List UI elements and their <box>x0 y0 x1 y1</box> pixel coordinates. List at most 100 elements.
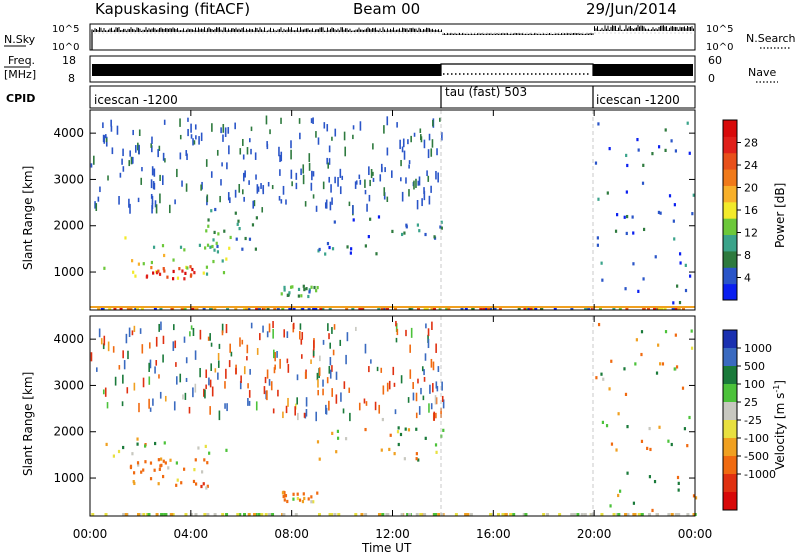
cpid-segment-1: icescan -1200 <box>94 93 178 107</box>
echo-cell <box>657 145 661 149</box>
echo-cell <box>655 371 659 375</box>
echo-cell <box>369 217 372 221</box>
sparse-echo-cell <box>240 375 242 383</box>
echo-cell <box>283 491 286 495</box>
echo-cell <box>166 275 169 279</box>
echo-cell <box>117 449 121 454</box>
echo-cell <box>238 226 241 231</box>
echo-cell <box>162 459 165 463</box>
sparse-echo-cell <box>153 168 156 177</box>
sparse-echo-cell <box>308 162 311 171</box>
power-y-axis-label: Slant Range [km] <box>21 166 35 270</box>
sparse-echo-cell <box>427 149 430 159</box>
ground-scatter-cell <box>282 513 286 516</box>
echo-cell <box>286 499 289 504</box>
sparse-echo-cell <box>278 146 280 157</box>
echo-cell <box>683 427 687 431</box>
sparse-echo-cell <box>327 323 329 332</box>
echo-cell <box>204 444 207 449</box>
echo-cell <box>214 207 217 212</box>
echo-cell <box>235 237 238 241</box>
range-tick-label: 3000 <box>53 172 84 186</box>
echo-cell <box>217 232 220 236</box>
sparse-echo-cell <box>296 397 298 405</box>
echo-cell <box>308 288 311 292</box>
echo-cell <box>391 229 394 234</box>
sparse-echo-cell <box>272 408 275 414</box>
sparse-echo-cell <box>323 122 326 129</box>
echo-cell <box>152 271 155 275</box>
range-tick-label: 1000 <box>53 471 84 485</box>
sparse-echo-cell <box>207 336 210 341</box>
sparse-echo-cell <box>193 140 196 145</box>
echo-cell <box>197 446 200 450</box>
ground-scatter-cell <box>438 307 442 310</box>
sparse-echo-cell <box>246 356 248 361</box>
ground-scatter-cell <box>584 307 588 310</box>
ground-scatter-cell <box>358 307 362 310</box>
ground-scatter-cell <box>464 513 468 516</box>
sparse-echo-cell <box>128 198 130 208</box>
echo-cell <box>137 463 140 467</box>
echo-cell <box>654 255 657 259</box>
sparse-echo-cell <box>210 171 213 178</box>
echo-cell <box>205 265 209 269</box>
sparse-echo-cell <box>297 412 299 421</box>
sparse-echo-cell <box>364 189 367 195</box>
echo-cell <box>316 491 319 495</box>
ground-scatter-cell <box>189 513 193 516</box>
echo-cell <box>200 484 203 489</box>
sparse-echo-cell <box>435 343 437 353</box>
sparse-echo-cell <box>417 180 420 186</box>
sparse-echo-cell <box>152 181 155 190</box>
echo-cell <box>657 343 660 347</box>
sparse-echo-cell <box>382 385 385 395</box>
ground-scatter-cell <box>276 307 280 310</box>
echo-cell <box>637 148 640 152</box>
sparse-echo-cell <box>200 132 203 142</box>
sparse-echo-cell <box>216 149 219 156</box>
sparse-echo-cell <box>137 142 139 151</box>
echo-cell <box>136 437 139 441</box>
ground-scatter-cell <box>432 307 436 310</box>
sparse-echo-cell <box>134 145 137 153</box>
freq-label-line1: Freq. <box>8 54 35 67</box>
power-colorbar-swatches <box>723 120 737 301</box>
echo-cell <box>625 153 628 158</box>
sparse-echo-cell <box>148 362 150 372</box>
sparse-echo-cell <box>256 348 259 355</box>
sparse-echo-cell <box>368 166 370 176</box>
echo-cell <box>623 367 626 371</box>
sparse-echo-cell <box>393 382 396 387</box>
echo-cell <box>625 190 628 194</box>
ground-scatter-cell <box>129 307 133 310</box>
echo-cell <box>617 412 620 416</box>
ground-scatter-cell <box>487 307 491 310</box>
echo-cell <box>198 243 202 247</box>
sparse-echo-cell <box>194 383 197 393</box>
echo-cell <box>642 227 646 232</box>
echo-cell <box>157 269 160 273</box>
echo-cell <box>435 450 438 454</box>
echo-cell <box>194 482 198 486</box>
sparse-echo-cell <box>379 174 382 182</box>
ground-scatter-cell <box>558 513 562 516</box>
power-colorbar-tick-label: 20 <box>744 182 758 195</box>
sparse-echo-cell <box>157 149 159 158</box>
velocity-colorbar-tick-label: -1000 <box>744 468 776 481</box>
noise-trace <box>91 25 694 50</box>
sparse-echo-cell <box>418 176 421 186</box>
sparse-echo-cell <box>239 148 242 155</box>
echo-cell <box>202 482 205 486</box>
sparse-echo-cell <box>159 174 161 182</box>
time-tick-label: 08:00 <box>274 527 309 541</box>
sparse-echo-cell <box>138 129 141 136</box>
sparse-echo-cell <box>162 152 165 161</box>
ground-scatter-cell <box>194 513 198 516</box>
sparse-echo-cell <box>173 401 176 411</box>
sparse-echo-cell <box>204 389 206 399</box>
echo-cell <box>211 244 214 249</box>
sparse-echo-cell <box>227 127 230 134</box>
sparse-echo-cell <box>401 146 404 153</box>
sparse-echo-cell <box>254 152 257 160</box>
